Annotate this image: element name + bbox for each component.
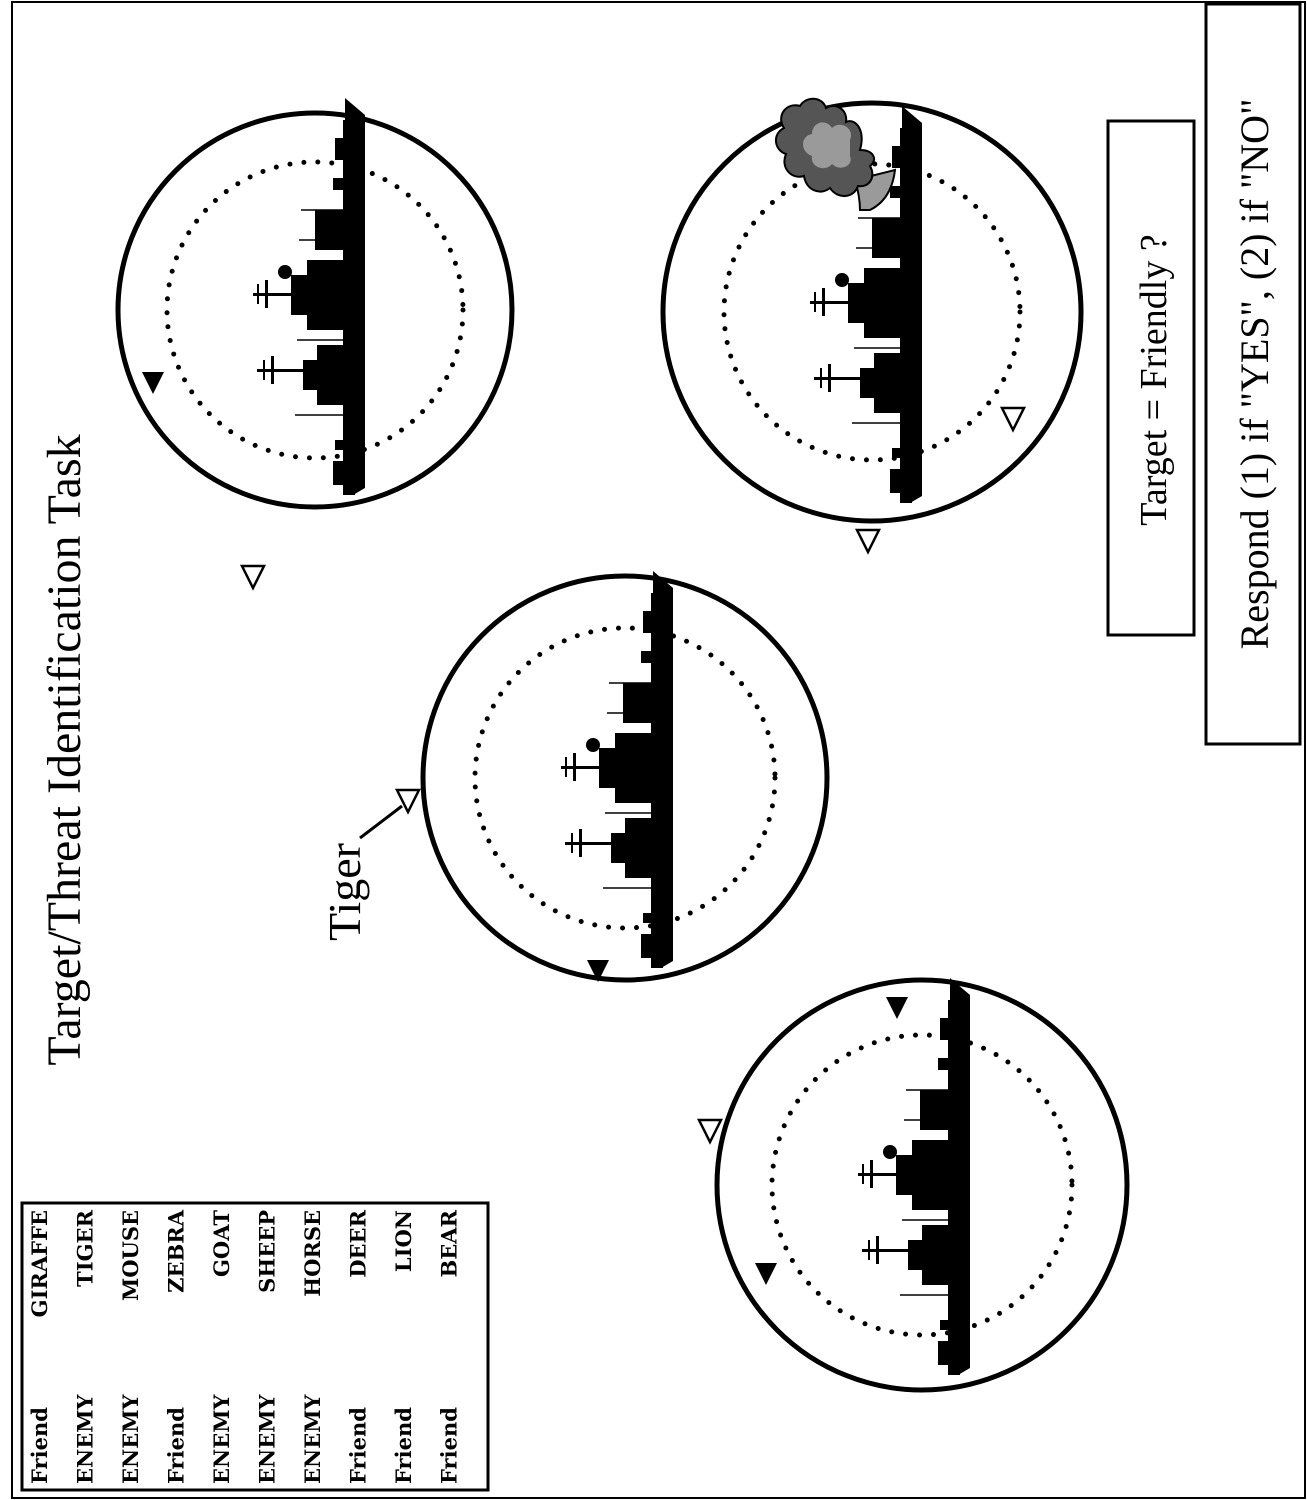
callout-label: Tiger [319,843,370,941]
open-triangle-icon [1000,406,1026,432]
open-triangle-icon [855,528,881,554]
legend-row: Friend DEER [346,1209,371,1484]
legend-status: ENEMY [209,1394,234,1484]
scope-ring [660,100,1084,524]
filled-triangle-icon [142,372,164,394]
scope-dotted-ring [472,625,778,931]
legend-status: ENEMY [300,1394,325,1484]
legend-status: ENEMY [118,1394,143,1484]
filled-triangle-icon [886,997,908,1019]
scope-dotted-ring [164,159,466,461]
scope-1 [115,97,515,590]
filled-triangle-icon [755,1263,777,1285]
question-box: Target = Friendly ? [1106,119,1196,637]
legend-animal: HORSE [300,1210,325,1297]
legend-animal: ZEBRA [164,1209,189,1293]
legend-row: ENEMY HORSE [300,1210,325,1484]
scope-ring [420,573,830,983]
scope-3: Tiger [319,570,830,983]
legend-animal: GOAT [209,1210,234,1277]
ship-silhouette-icon [857,977,971,1376]
ship-silhouette-icon [252,97,366,496]
legend-status: Friend [27,1407,52,1484]
legend-status: ENEMY [255,1394,280,1484]
open-triangle-icon [240,564,266,590]
instruction-box: Respond (1) if "YES", (2) if "NO" [1204,2,1302,746]
scope-2 [660,97,1084,554]
legend-status: ENEMY [73,1394,98,1484]
callout-line [359,804,403,840]
instruction-text: Respond (1) if "YES", (2) if "NO" [1232,99,1277,650]
page-border [11,1,1306,1499]
scope-dotted-ring [769,1032,1075,1338]
legend-table: Friend GIRAFFE ENEMY TIGER ENEMY MOUSE Friend Z… [20,1201,490,1492]
scope-ring [115,110,515,510]
legend-row: Friend GIRAFFE [27,1210,52,1484]
scope-dotted-ring [721,161,1023,463]
scope-4 [697,977,1130,1393]
legend-animal: LION [391,1210,416,1272]
legend-row: Friend BEAR [437,1209,462,1484]
legend-animal: TIGER [73,1209,98,1286]
legend-row: ENEMY GOAT [209,1210,234,1484]
explosion-cloud-icon [775,97,897,211]
page-title: Target/Threat Identification Task [38,434,91,1065]
scope-ring [714,977,1130,1393]
legend-animal: GIRAFFE [27,1210,52,1317]
legend-animal: DEER [346,1209,371,1277]
legend-row: Friend LION [391,1210,416,1484]
legend-status: Friend [164,1407,189,1484]
legend-row: ENEMY MOUSE [118,1210,143,1484]
legend-row: Friend ZEBRA [164,1209,189,1484]
legend-box [20,1201,490,1492]
open-triangle-icon [697,1118,723,1144]
legend-status: Friend [391,1407,416,1484]
legend-animal: MOUSE [118,1210,143,1301]
question-text: Target = Friendly ? [1133,234,1175,525]
legend-row: ENEMY SHEEP [255,1210,280,1484]
legend-row: ENEMY TIGER [73,1209,98,1484]
legend-status: Friend [346,1407,371,1484]
legend-animal: BEAR [437,1209,462,1277]
legend-animal: SHEEP [255,1210,280,1293]
ship-silhouette-icon [560,570,674,969]
legend-status: Friend [437,1407,462,1484]
